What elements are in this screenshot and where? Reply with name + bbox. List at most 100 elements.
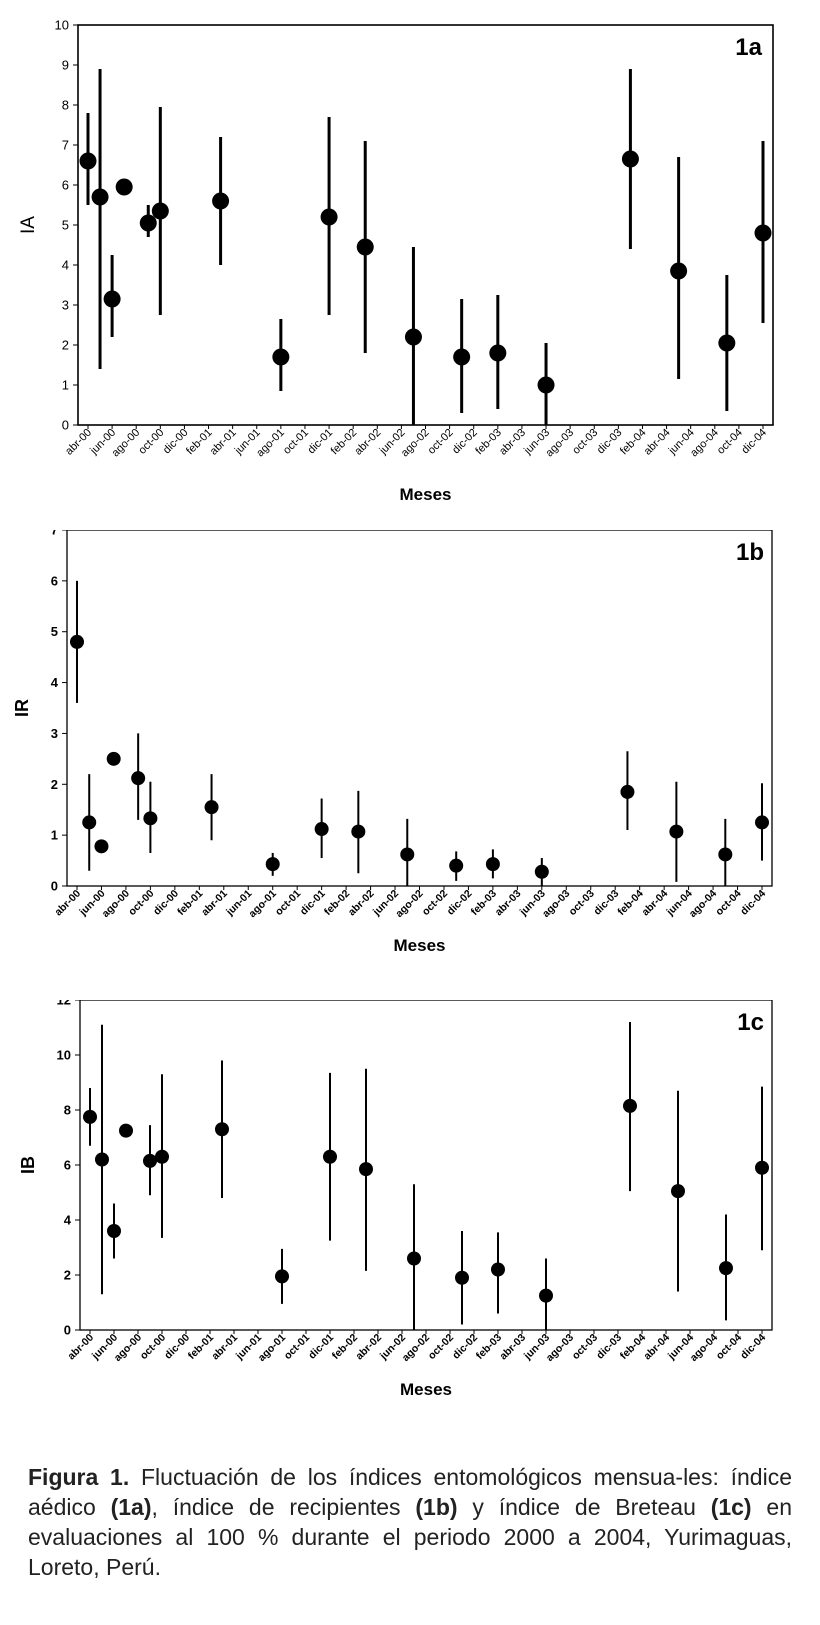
data-point <box>719 1261 733 1276</box>
x-tick-label: ago-04 <box>687 888 720 921</box>
data-point <box>755 815 769 830</box>
x-tick-label: oct-04 <box>715 427 745 457</box>
data-point <box>204 800 219 815</box>
x-tick-label: abr-02 <box>352 427 383 458</box>
x-tick-label: feb-04 <box>615 888 645 918</box>
caption-ref-1b: (1b) <box>415 1494 458 1520</box>
data-point <box>139 214 157 232</box>
x-tick-label: oct-02 <box>426 1332 456 1362</box>
data-point <box>620 784 635 799</box>
y-tick-label: 6 <box>62 178 69 193</box>
data-point <box>82 815 97 830</box>
panel-label: 1a <box>735 34 762 61</box>
data-point <box>143 1153 157 1168</box>
x-tick-label: dic-03 <box>591 888 621 918</box>
y-tick-label: 10 <box>57 1048 71 1063</box>
data-point <box>275 1269 289 1284</box>
data-point <box>94 839 109 854</box>
x-tick-label: abr-04 <box>641 1332 672 1363</box>
data-point <box>755 1160 769 1175</box>
y-tick-label: 8 <box>62 98 69 113</box>
x-tick-label: abr-01 <box>199 888 230 919</box>
x-tick-label: abr-03 <box>493 888 524 919</box>
data-point <box>407 1251 421 1266</box>
figure-caption: Figura 1. Fluctuación de los índices ent… <box>28 1462 792 1582</box>
panel-label: 1b <box>736 539 764 566</box>
data-point <box>119 1123 133 1138</box>
data-point <box>107 1224 121 1238</box>
data-point <box>404 328 422 346</box>
x-tick-label: abr-02 <box>353 1332 384 1363</box>
data-point <box>103 290 121 308</box>
x-tick-label: oct-00 <box>126 888 156 918</box>
data-point <box>131 771 146 786</box>
x-tick-label: abr-02 <box>346 888 377 919</box>
x-tick-label: dic-00 <box>162 1332 192 1362</box>
x-tick-label: ago-03 <box>544 1332 577 1365</box>
data-point <box>400 847 415 862</box>
y-tick-label: 7 <box>62 138 69 153</box>
x-tick-label: dic-01 <box>306 1332 336 1362</box>
x-tick-label: abr-04 <box>642 427 673 458</box>
data-point <box>215 1122 229 1137</box>
data-point <box>754 224 772 242</box>
x-tick-label: dic-04 <box>738 888 768 918</box>
data-point <box>718 334 736 352</box>
data-point <box>272 348 290 366</box>
y-tick-label: 10 <box>55 18 69 33</box>
y-tick-label: 2 <box>62 338 69 353</box>
data-point <box>359 1162 373 1177</box>
x-tick-label: dic-03 <box>594 1332 624 1362</box>
data-point <box>83 1109 97 1124</box>
x-tick-label: oct-01 <box>282 1332 312 1362</box>
data-point <box>212 192 230 210</box>
data-point <box>155 1149 169 1164</box>
y-tick-label: 0 <box>62 418 69 433</box>
data-point <box>265 857 280 872</box>
data-point <box>718 847 733 862</box>
chart-1c: 024681012abr-00jun-00ago-00oct-00dic-00f… <box>18 1000 773 1399</box>
data-point <box>106 751 121 766</box>
x-tick-label: oct-03 <box>570 1332 600 1362</box>
x-tick-label: abr-01 <box>209 1332 240 1363</box>
y-tick-label: 8 <box>64 1103 71 1118</box>
x-tick-label: oct-00 <box>138 1332 168 1362</box>
x-tick-label: dic-00 <box>151 888 181 918</box>
x-tick-label: ago-04 <box>688 1332 721 1365</box>
y-axis-title: IA <box>18 216 39 234</box>
x-tick-label: abr-01 <box>208 427 239 458</box>
x-tick-label: dic-04 <box>738 1332 768 1362</box>
data-point <box>356 238 374 256</box>
data-point <box>669 824 684 839</box>
y-tick-label: 1 <box>62 378 69 393</box>
y-tick-label: 5 <box>51 624 58 639</box>
data-point <box>95 1152 109 1167</box>
y-tick-label: 4 <box>64 1213 72 1228</box>
y-tick-label: 7 <box>51 530 58 538</box>
y-tick-label: 4 <box>62 258 69 273</box>
data-point <box>491 1262 505 1277</box>
y-tick-label: 12 <box>57 1000 71 1008</box>
x-tick-label: ago-02 <box>400 1332 433 1365</box>
chart-1a: 012345678910abr-00jun-00ago-00oct-00dic-… <box>18 18 774 504</box>
data-point <box>489 344 507 362</box>
y-tick-label: 1 <box>51 828 58 843</box>
y-tick-label: 6 <box>51 573 58 588</box>
y-tick-label: 9 <box>62 58 69 73</box>
x-tick-label: feb-02 <box>322 888 352 918</box>
x-tick-label: abr-04 <box>639 888 670 919</box>
data-point <box>621 150 639 168</box>
plot-frame <box>66 530 773 887</box>
x-tick-label: ago-01 <box>256 1332 289 1365</box>
chart-1b: 01234567abr-00jun-00ago-00oct-00dic-00fe… <box>12 530 773 955</box>
x-tick-label: feb-01 <box>175 888 205 918</box>
caption-ref-1c: (1c) <box>710 1494 752 1520</box>
data-point <box>314 822 329 837</box>
x-tick-label: oct-03 <box>567 888 597 918</box>
data-point <box>351 824 366 839</box>
y-tick-label: 3 <box>62 298 69 313</box>
x-tick-label: abr-03 <box>497 427 528 458</box>
data-point <box>143 811 158 826</box>
caption-text-2: , índice de recipientes <box>151 1494 416 1520</box>
y-tick-label: 2 <box>51 777 58 792</box>
